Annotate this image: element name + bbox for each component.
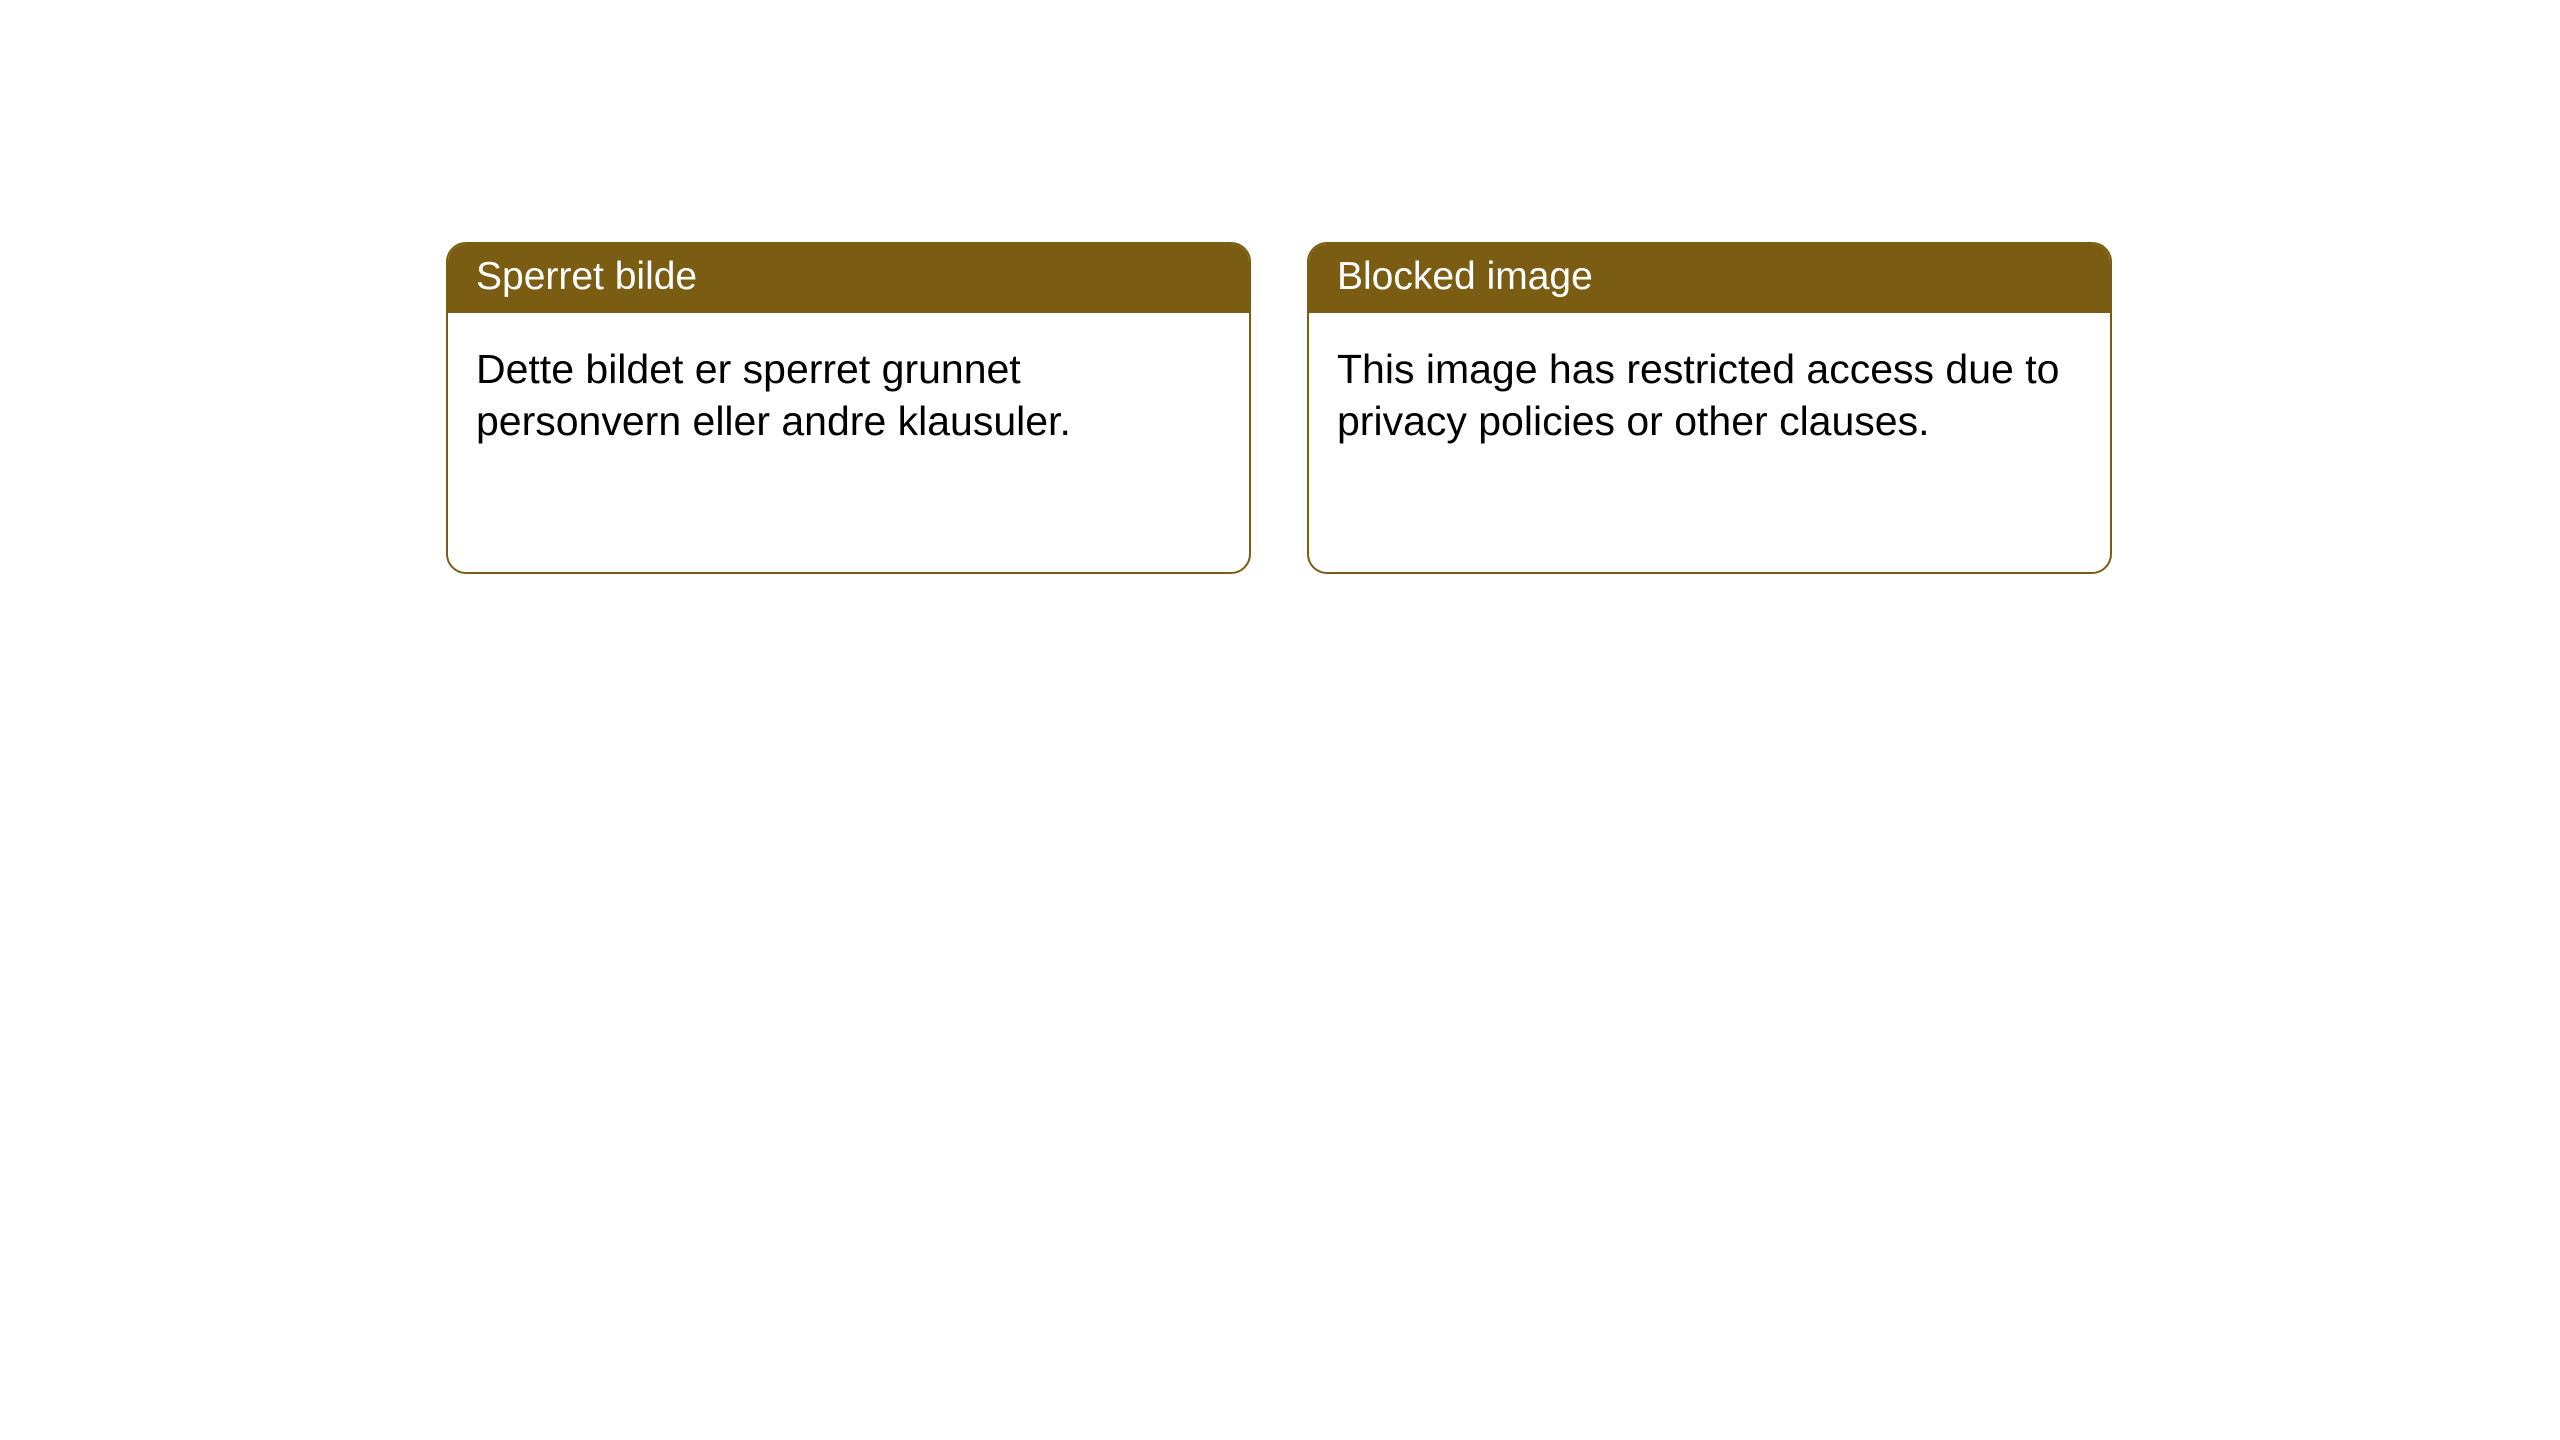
blocked-image-card-no: Sperret bilde Dette bildet er sperret gr… [446, 242, 1251, 574]
card-message: This image has restricted access due to … [1337, 346, 2059, 444]
card-title: Sperret bilde [476, 255, 697, 298]
blocked-image-card-en: Blocked image This image has restricted … [1307, 242, 2112, 574]
notice-cards-container: Sperret bilde Dette bildet er sperret gr… [0, 0, 2560, 574]
card-title: Blocked image [1337, 255, 1593, 298]
card-header: Sperret bilde [448, 244, 1249, 313]
card-message: Dette bildet er sperret grunnet personve… [476, 346, 1071, 444]
card-body: Dette bildet er sperret grunnet personve… [448, 313, 1249, 478]
card-body: This image has restricted access due to … [1309, 313, 2110, 478]
card-header: Blocked image [1309, 244, 2110, 313]
